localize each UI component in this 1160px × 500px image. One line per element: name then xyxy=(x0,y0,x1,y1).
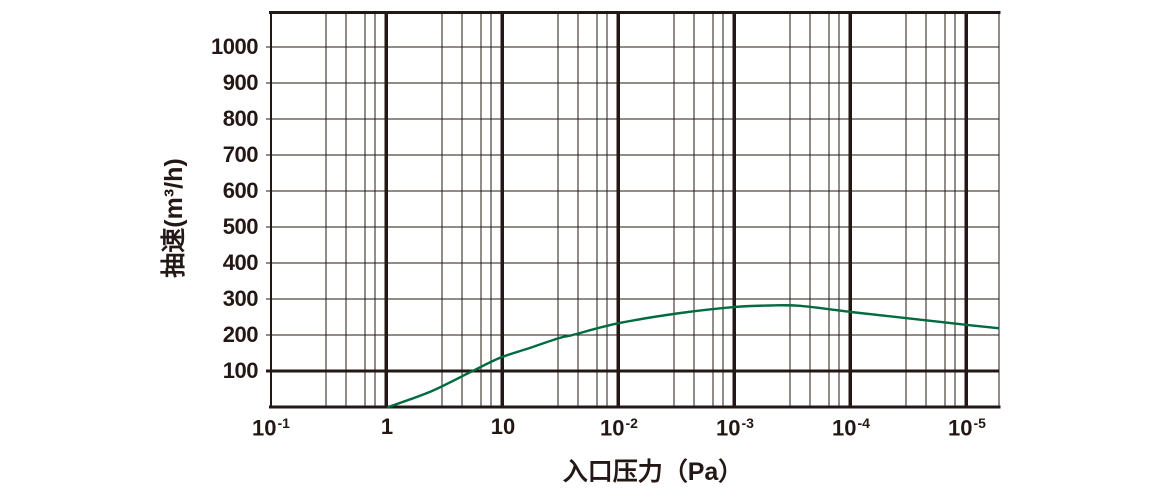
x-tick-label: 10-3 xyxy=(716,414,754,441)
y-tick-label: 900 xyxy=(222,70,259,95)
y-tick-label: 200 xyxy=(222,322,259,347)
x-tick-label: 10 xyxy=(491,414,515,440)
x-tick-exponent: -4 xyxy=(857,415,870,431)
x-tick-label: 10-4 xyxy=(832,414,870,441)
x-axis-title: 入口压力（Pa） xyxy=(562,458,744,486)
x-tick-label: 10-2 xyxy=(600,414,638,441)
x-tick-base: 10 xyxy=(490,414,516,439)
x-tick-base: 10 xyxy=(716,415,741,441)
x-tick-base: 10 xyxy=(832,415,857,441)
x-tick-exponent: -5 xyxy=(973,415,986,431)
y-tick-label: 1000 xyxy=(211,34,258,59)
y-axis-title: 抽速(m³/h) xyxy=(160,158,188,278)
x-tick-exponent: -1 xyxy=(277,415,290,431)
y-tick-label: 400 xyxy=(222,250,259,275)
y-tick-label: 800 xyxy=(222,106,259,131)
pumping-speed-curve xyxy=(387,304,1000,409)
x-tick-label: 10-1 xyxy=(252,414,290,441)
x-tick-base: 1 xyxy=(380,414,394,439)
x-tick-exponent: -2 xyxy=(625,415,638,431)
x-tick-exponent: -3 xyxy=(741,415,754,431)
y-tick-label: 300 xyxy=(222,286,259,311)
y-tick-label: 700 xyxy=(222,142,259,167)
x-tick-base: 10 xyxy=(948,415,973,441)
x-tick-label: 10-5 xyxy=(948,414,986,441)
x-tick-base: 10 xyxy=(600,415,625,441)
y-tick-label: 500 xyxy=(222,214,259,239)
y-tick-label: 100 xyxy=(222,358,259,383)
x-tick-label: 1 xyxy=(381,414,393,440)
x-tick-base: 10 xyxy=(252,415,277,441)
y-tick-label: 600 xyxy=(222,178,259,203)
